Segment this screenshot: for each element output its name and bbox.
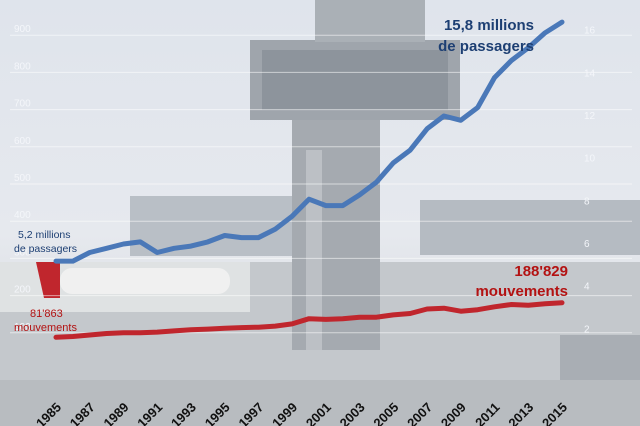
right-tick-label: 10 xyxy=(584,154,596,165)
left-axis-ticks: 100 200 300 400 500 600 700 800 900 xyxy=(14,24,31,333)
right-axis-ticks: 2 4 6 8 10 12 14 16 xyxy=(584,26,596,336)
passengers-end-label-line2: de passagers xyxy=(438,38,534,55)
right-tick-label: 14 xyxy=(584,68,596,79)
series-layer xyxy=(53,19,565,340)
movements-end-label-line2: mouvements xyxy=(475,283,568,300)
movements-end-label-line1: 188'829 xyxy=(514,263,568,280)
passengers-start-label-line1: 5,2 millions xyxy=(18,229,71,241)
right-tick-label: 6 xyxy=(584,239,590,250)
left-tick-label: 700 xyxy=(14,99,31,110)
right-tick-label: 8 xyxy=(584,196,590,207)
right-tick-label: 12 xyxy=(584,111,596,122)
passengers-end-label-line1: 15,8 millions xyxy=(444,17,534,34)
right-tick-label: 4 xyxy=(584,282,590,293)
movements-start-label-line2: mouvements xyxy=(14,322,77,334)
right-tick-label: 16 xyxy=(584,26,596,37)
passengers-start-label-line2: de passagers xyxy=(14,243,77,255)
left-tick-label: 900 xyxy=(14,24,31,35)
right-tick-label: 2 xyxy=(584,324,590,335)
left-tick-label: 400 xyxy=(14,210,31,221)
left-tick-label: 800 xyxy=(14,61,31,72)
left-tick-label: 600 xyxy=(14,136,31,147)
left-tick-label: 500 xyxy=(14,173,31,184)
annotations: 15,8 millions de passagers 5,2 millions … xyxy=(14,17,568,334)
movements-start-label-line1: 81'863 xyxy=(30,308,63,320)
left-tick-label: 100 xyxy=(14,322,31,333)
left-tick-label: 300 xyxy=(14,247,31,258)
left-tick-label: 200 xyxy=(14,285,31,296)
